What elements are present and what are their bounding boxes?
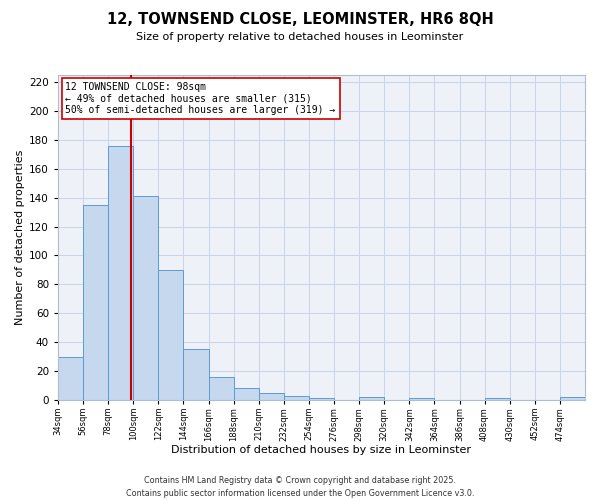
Bar bbox=[233, 388, 259, 400]
Y-axis label: Number of detached properties: Number of detached properties bbox=[15, 150, 25, 325]
Text: Contains HM Land Registry data © Crown copyright and database right 2025.
Contai: Contains HM Land Registry data © Crown c… bbox=[126, 476, 474, 498]
Bar bbox=[108, 146, 133, 400]
Bar bbox=[560, 397, 585, 400]
Bar bbox=[184, 350, 209, 400]
Bar bbox=[485, 398, 510, 400]
Bar bbox=[259, 392, 284, 400]
Bar bbox=[309, 398, 334, 400]
Text: 12 TOWNSEND CLOSE: 98sqm
← 49% of detached houses are smaller (315)
50% of semi-: 12 TOWNSEND CLOSE: 98sqm ← 49% of detach… bbox=[65, 82, 336, 116]
Bar bbox=[359, 397, 384, 400]
Text: 12, TOWNSEND CLOSE, LEOMINSTER, HR6 8QH: 12, TOWNSEND CLOSE, LEOMINSTER, HR6 8QH bbox=[107, 12, 493, 28]
Bar bbox=[284, 396, 309, 400]
Bar bbox=[158, 270, 184, 400]
Text: Size of property relative to detached houses in Leominster: Size of property relative to detached ho… bbox=[136, 32, 464, 42]
Bar bbox=[409, 398, 434, 400]
Bar bbox=[58, 356, 83, 400]
Bar bbox=[133, 196, 158, 400]
Bar bbox=[83, 205, 108, 400]
X-axis label: Distribution of detached houses by size in Leominster: Distribution of detached houses by size … bbox=[172, 445, 472, 455]
Bar bbox=[209, 377, 233, 400]
